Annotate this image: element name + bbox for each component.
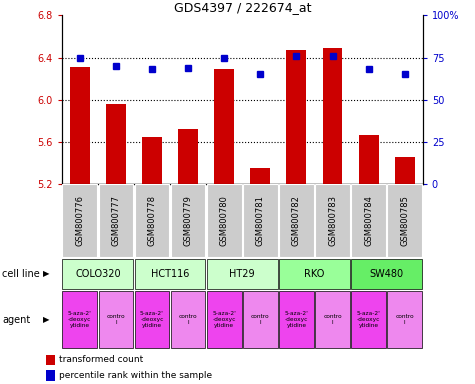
Bar: [135, 184, 169, 257]
Title: GDS4397 / 222674_at: GDS4397 / 222674_at: [173, 1, 311, 14]
Bar: [214, 69, 234, 184]
Bar: [63, 258, 133, 289]
Bar: [352, 258, 422, 289]
Text: GSM800782: GSM800782: [292, 195, 301, 246]
Bar: [352, 291, 386, 348]
Text: 5-aza-2'
-deoxyc
ytidine: 5-aza-2' -deoxyc ytidine: [68, 311, 92, 328]
Bar: [171, 184, 205, 257]
Text: percentile rank within the sample: percentile rank within the sample: [59, 371, 212, 380]
Text: 5-aza-2'
-deoxyc
ytidine: 5-aza-2' -deoxyc ytidine: [212, 311, 236, 328]
Bar: [388, 184, 422, 257]
Text: GSM800779: GSM800779: [184, 195, 192, 246]
Bar: [207, 258, 277, 289]
Bar: [315, 184, 350, 257]
Text: cell line: cell line: [2, 268, 40, 279]
Bar: [243, 184, 277, 257]
Bar: [250, 169, 270, 184]
Text: contro
l: contro l: [395, 314, 414, 325]
Bar: [135, 258, 205, 289]
Text: contro
l: contro l: [179, 314, 198, 325]
Text: contro
l: contro l: [323, 314, 342, 325]
Bar: [279, 258, 350, 289]
Bar: [243, 291, 277, 348]
Text: RKO: RKO: [304, 268, 324, 279]
Bar: [63, 291, 97, 348]
Bar: [207, 291, 241, 348]
Bar: [178, 129, 198, 184]
Bar: [171, 291, 205, 348]
Text: HCT116: HCT116: [151, 268, 189, 279]
Text: contro
l: contro l: [251, 314, 270, 325]
Bar: [135, 291, 169, 348]
Bar: [46, 355, 55, 365]
Bar: [279, 291, 314, 348]
Text: HT29: HT29: [229, 268, 255, 279]
Bar: [63, 184, 97, 257]
Bar: [106, 104, 126, 184]
Text: GSM800784: GSM800784: [364, 195, 373, 246]
Bar: [99, 291, 133, 348]
Text: GSM800776: GSM800776: [76, 195, 84, 246]
Text: contro
l: contro l: [106, 314, 125, 325]
Text: GSM800780: GSM800780: [220, 195, 228, 246]
Bar: [388, 291, 422, 348]
Bar: [352, 184, 386, 257]
Bar: [70, 67, 90, 184]
Text: 5-aza-2'
-deoxyc
ytidine: 5-aza-2' -deoxyc ytidine: [140, 311, 164, 328]
Text: agent: agent: [2, 314, 30, 325]
Text: GSM800777: GSM800777: [112, 195, 120, 246]
Text: transformed count: transformed count: [59, 355, 143, 364]
Bar: [46, 370, 55, 381]
Bar: [395, 157, 415, 184]
Bar: [207, 184, 241, 257]
Text: 5-aza-2'
-deoxyc
ytidine: 5-aza-2' -deoxyc ytidine: [285, 311, 308, 328]
Text: GSM800781: GSM800781: [256, 195, 265, 246]
Text: ▶: ▶: [43, 315, 49, 324]
Text: 5-aza-2'
-deoxyc
ytidine: 5-aza-2' -deoxyc ytidine: [357, 311, 380, 328]
Text: ▶: ▶: [43, 269, 49, 278]
Text: GSM800785: GSM800785: [400, 195, 409, 246]
Text: COLO320: COLO320: [75, 268, 121, 279]
Bar: [323, 48, 342, 184]
Bar: [315, 291, 350, 348]
Text: GSM800783: GSM800783: [328, 195, 337, 246]
Bar: [142, 137, 162, 184]
Bar: [99, 184, 133, 257]
Bar: [359, 135, 379, 184]
Text: GSM800778: GSM800778: [148, 195, 156, 246]
Text: SW480: SW480: [370, 268, 404, 279]
Bar: [279, 184, 314, 257]
Bar: [286, 50, 306, 184]
